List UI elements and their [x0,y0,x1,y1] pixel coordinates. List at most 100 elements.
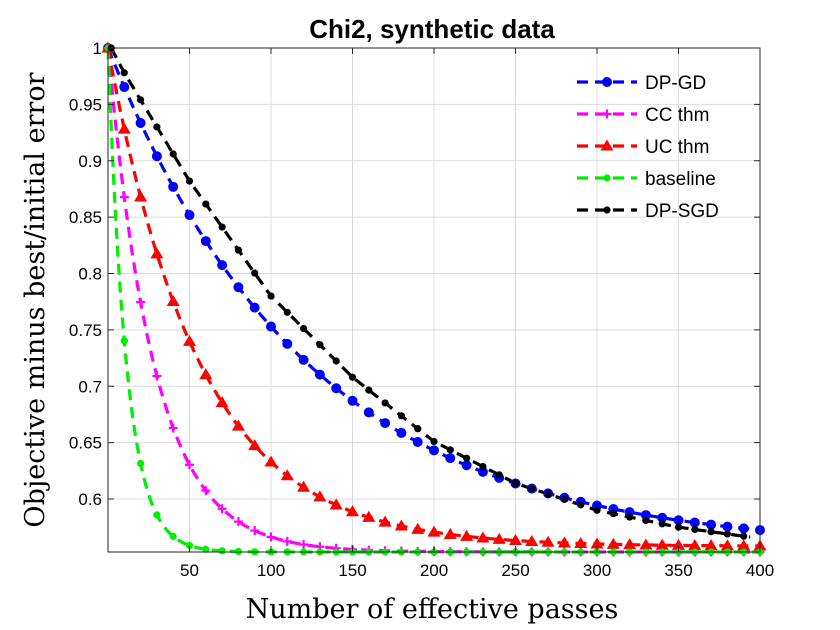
series-0-point [314,369,325,380]
series-4-point [283,308,291,316]
y-tick-label: 0.65 [69,434,102,453]
series-0-point [331,383,342,394]
x-tick-label: 50 [180,561,199,580]
series-4-point [691,525,699,534]
series-1-point [185,460,194,470]
series-2-point [329,498,343,510]
series-1-point [266,532,276,542]
series-3-point [185,541,194,550]
series-0-point [722,521,733,532]
x-tick-label: 300 [583,561,611,580]
series-2-point [297,480,311,492]
series-4-point [609,510,617,518]
series-4-point [723,530,732,538]
series-4-point [495,471,503,479]
series-2-point [672,538,685,550]
series-3-point [169,532,177,541]
series-4-point [251,269,259,277]
series-2-point [264,455,278,467]
series-1-point [201,486,211,496]
series-2-point [737,539,751,551]
series-4-point [740,532,748,540]
y-tick-label: 0.9 [78,152,102,171]
series-4-point [153,123,161,131]
series-2-point [215,396,229,408]
series-0-point [738,523,749,534]
series-2-point [492,532,506,544]
series-4-point [202,200,210,208]
series-3-point [202,545,210,553]
series-4-point [414,425,422,433]
series-4-point [365,386,373,394]
series-0-point [380,418,391,429]
series-4-point [577,501,585,509]
series-2-point [525,534,539,546]
x-axis-label: Number of effective passes [246,594,619,625]
series-2-point [150,247,164,259]
series-4-point [381,399,389,407]
legend-label-4: DP-SGD [645,201,719,222]
series-2-point [720,539,734,551]
series-2-point [166,294,180,307]
series-0-point [217,260,228,271]
series-2-point [541,535,555,547]
series-1-point [250,526,260,536]
series-0-point [412,437,423,448]
series-4-point [707,528,715,536]
series-4-point [348,373,357,381]
series-0-point [135,118,146,129]
series-2-point [623,538,637,550]
series-0-point [461,460,472,471]
series-2-point [231,419,245,431]
x-tick-label: 100 [257,561,285,580]
series-2-point [639,538,653,550]
series-0-point [151,151,162,162]
series-1-point [233,517,243,527]
x-tick-label: 150 [338,561,366,580]
legend: DP-GD CC thm UC thm baseline DP-SGD [577,73,719,222]
series-2-point [443,527,457,539]
legend-label-3: baseline [645,169,716,190]
y-tick-label: 0.6 [78,490,102,509]
series-2-point [606,537,620,549]
series-1-point [282,536,292,546]
series-2-point [280,469,294,481]
series-0-point [673,515,684,526]
series-4-point [137,96,145,104]
x-tick-label: 400 [746,561,774,580]
series-2-point [557,536,571,548]
legend-marker-2 [600,139,614,151]
series-0-point [347,395,358,406]
series-4-point [593,506,601,514]
series-2-point [134,190,148,202]
legend-marker-0 [602,77,612,87]
legend-marker-1 [602,109,612,119]
legend-marker-4 [603,206,611,214]
chart-title: Chi2, synthetic data [309,14,555,44]
series-2-point [394,519,408,531]
series-0-point [200,236,211,247]
y-tick-label: 0.95 [69,95,102,114]
legend-label-2: UC thm [645,137,709,158]
series-3-point [218,547,226,555]
series-4-point [446,446,454,454]
series-4-point [642,516,650,525]
series-4-point [300,324,308,333]
series-0-point [249,302,260,313]
series-4-point [218,223,226,231]
y-axis-label: Objective minus best/initial error [20,72,51,527]
series-2-point [411,522,425,534]
series-1-point [119,192,129,202]
y-tick-label: 1 [93,39,102,58]
series-2-point [688,539,702,551]
series-4-point [626,513,634,521]
series-4-point [267,292,275,300]
y-tick-label: 0.8 [78,265,102,284]
series-2-point [590,537,604,549]
series-4-point [169,150,177,158]
series-2-point [248,439,262,451]
axis-ticks [108,47,761,552]
series-1-point [217,504,227,514]
series-4-point [544,490,552,498]
